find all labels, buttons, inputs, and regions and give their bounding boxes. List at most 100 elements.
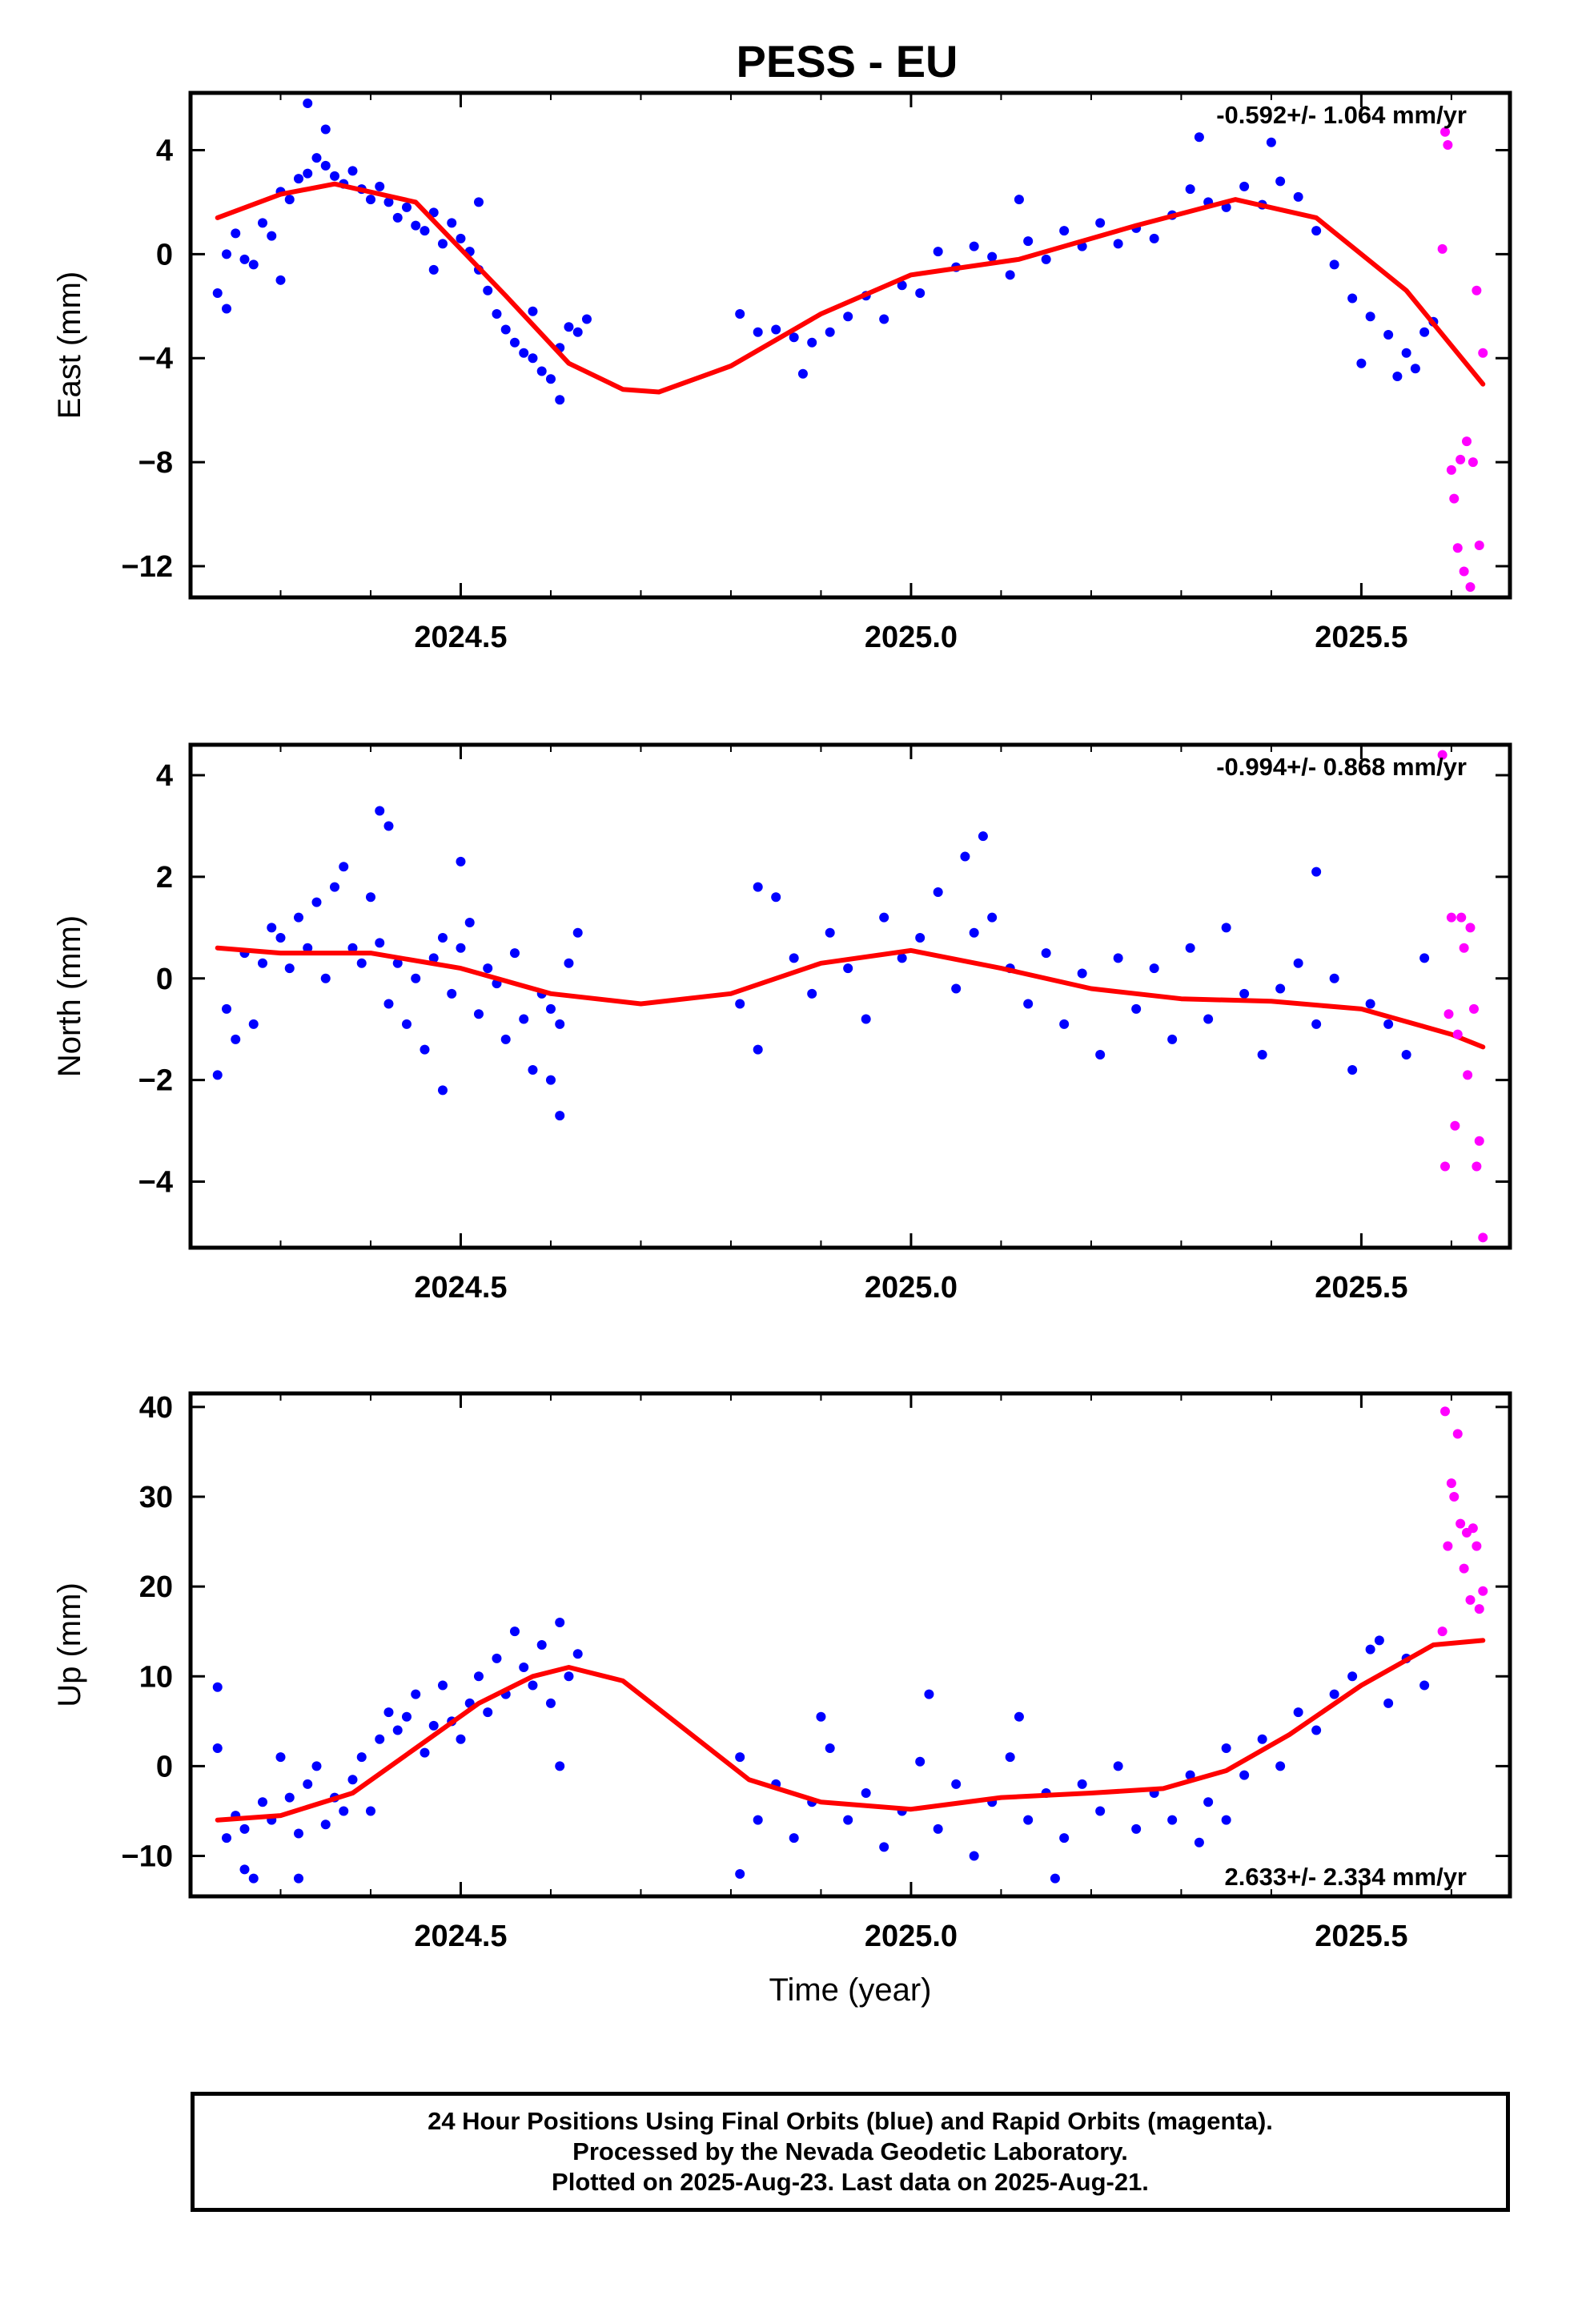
east-final-point [536, 366, 547, 376]
north-final-point [1167, 1034, 1178, 1044]
up-final-point [437, 1680, 448, 1691]
up-rapid-point [1446, 1478, 1456, 1489]
up-final-point [1167, 1815, 1178, 1825]
up-final-point [257, 1797, 267, 1807]
up-x-axis-label: Time (year) [769, 1972, 932, 2008]
north-final-point [1203, 1014, 1214, 1024]
north-final-point [375, 806, 385, 816]
up-final-point [456, 1734, 466, 1744]
east-final-point [320, 124, 331, 135]
east-final-point [843, 312, 853, 322]
up-final-point [572, 1649, 583, 1659]
east-final-point [1041, 254, 1051, 264]
north-rapid-point [1478, 1232, 1488, 1243]
east-final-point [1410, 364, 1420, 374]
east-final-point [1014, 195, 1024, 205]
up-final-point [735, 1752, 745, 1763]
north-final-point [951, 983, 962, 994]
north-rapid-point [1463, 1070, 1473, 1080]
up-final-point [1383, 1698, 1394, 1708]
east-final-point [1194, 132, 1204, 143]
up-final-point [492, 1653, 502, 1663]
east-x-tick-label: 2024.5 [414, 621, 507, 654]
north-final-point [1419, 953, 1430, 963]
up-final-point [545, 1698, 556, 1708]
north-final-point [1113, 953, 1123, 963]
north-final-point [1059, 1019, 1070, 1029]
east-final-point [735, 309, 745, 320]
east-rapid-point [1478, 348, 1488, 358]
north-rapid-point [1474, 1136, 1484, 1146]
north-final-point [428, 953, 439, 963]
east-final-point [915, 288, 926, 299]
up-final-point [365, 1806, 375, 1816]
north-y-axis-label: North (mm) [52, 915, 87, 1077]
north-final-point [555, 1111, 565, 1121]
north-rapid-point [1456, 912, 1467, 923]
up-final-point [375, 1734, 385, 1744]
north-final-point [473, 1009, 484, 1019]
east-final-point [329, 171, 339, 181]
north-final-point [1149, 963, 1159, 974]
north-final-point [519, 1014, 529, 1024]
up-final-point [248, 1873, 259, 1884]
chart-title: PESS - EU [737, 36, 958, 86]
up-final-point [1419, 1680, 1430, 1691]
east-fit-line [215, 181, 1486, 395]
up-final-point [473, 1671, 484, 1682]
north-rapid-point [1452, 1029, 1463, 1039]
east-final-point [581, 314, 592, 324]
up-y-tick-label: 40 [139, 1391, 173, 1425]
east-x-tick-label: 2025.5 [1315, 621, 1407, 654]
east-final-point [1365, 312, 1375, 322]
up-final-point [1005, 1752, 1015, 1763]
east-final-point [456, 233, 466, 243]
up-rapid-point [1465, 1594, 1476, 1605]
up-x-tick-label: 2025.5 [1315, 1920, 1407, 1953]
north-final-point [401, 1019, 412, 1029]
east-final-point [473, 197, 484, 207]
up-final-point [420, 1747, 430, 1758]
east-final-point [284, 195, 295, 205]
up-final-point [1077, 1779, 1087, 1789]
east-final-point [303, 98, 313, 108]
up-final-point [239, 1864, 250, 1875]
north-final-point [1365, 999, 1375, 1009]
east-final-point [365, 195, 375, 205]
east-final-point [375, 181, 385, 191]
east-y-tick-label: 0 [156, 238, 173, 271]
east-rapid-point [1459, 566, 1469, 577]
east-final-point [1149, 233, 1159, 243]
up-final-point [915, 1756, 926, 1767]
east-final-point [555, 395, 565, 405]
east-rapid-point [1446, 464, 1456, 475]
north-final-point [1221, 923, 1231, 933]
up-final-point [1221, 1815, 1231, 1825]
up-final-point [320, 1819, 331, 1830]
up-final-point [311, 1761, 322, 1771]
east-final-point [1347, 293, 1358, 304]
east-final-point [1095, 218, 1106, 228]
north-rapid-point [1465, 923, 1476, 933]
east-final-point [969, 241, 979, 251]
east-x-tick-label: 2025.0 [865, 621, 958, 654]
north-final-point [1041, 948, 1051, 959]
north-rapid-point [1446, 912, 1456, 923]
north-final-point [825, 927, 835, 938]
east-final-point [879, 314, 889, 324]
north-rapid-point [1459, 943, 1469, 953]
up-final-point [383, 1707, 394, 1718]
east-final-point [248, 259, 259, 270]
east-final-point [1266, 137, 1276, 147]
up-final-point [212, 1743, 223, 1753]
north-final-point [1185, 943, 1195, 953]
up-final-point [275, 1752, 286, 1763]
up-final-point [392, 1725, 403, 1735]
north-final-point [1383, 1019, 1394, 1029]
up-final-point [1365, 1644, 1375, 1655]
north-final-point [464, 918, 475, 928]
east-final-point [545, 374, 556, 384]
east-final-point [1275, 176, 1286, 187]
up-x-tick-label: 2025.0 [865, 1920, 958, 1953]
north-final-point [284, 963, 295, 974]
